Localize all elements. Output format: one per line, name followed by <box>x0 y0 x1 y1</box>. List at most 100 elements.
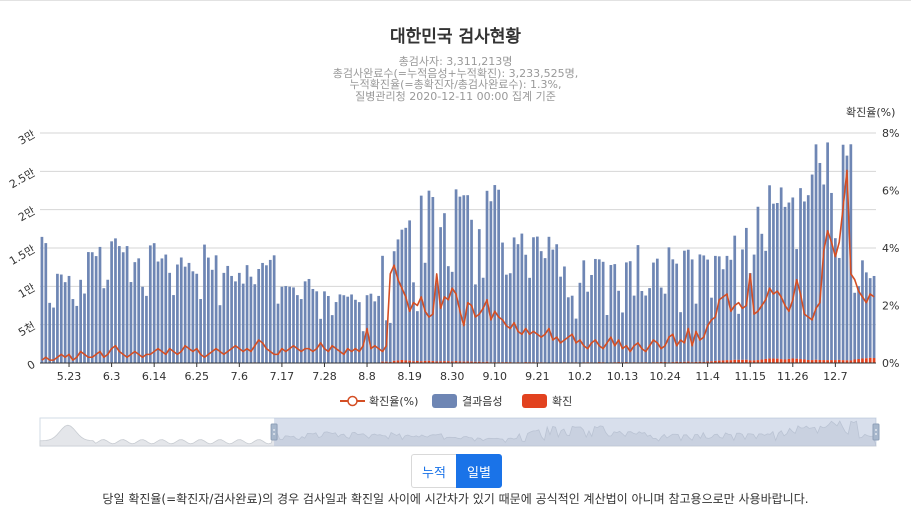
negative-bar[interactable] <box>779 187 783 360</box>
negative-bar[interactable] <box>226 265 230 363</box>
confirmed-bar[interactable] <box>439 361 442 363</box>
negative-bar[interactable] <box>501 242 504 363</box>
negative-bar[interactable] <box>826 142 829 361</box>
negative-bar[interactable] <box>760 233 764 360</box>
negative-bar[interactable] <box>106 279 110 363</box>
confirmed-bar[interactable] <box>775 358 779 363</box>
zoom-selection[interactable] <box>274 418 877 446</box>
confirmed-bar[interactable] <box>841 360 845 363</box>
confirmed-bar[interactable] <box>737 359 740 363</box>
confirmed-bar[interactable] <box>837 359 841 363</box>
negative-bar[interactable] <box>559 276 562 363</box>
confirmed-bar[interactable] <box>818 360 822 363</box>
negative-bar[interactable] <box>94 256 98 363</box>
confirmed-bar[interactable] <box>385 361 388 363</box>
negative-bar[interactable] <box>601 261 605 363</box>
negative-bar[interactable] <box>125 246 129 363</box>
negative-bar[interactable] <box>187 262 191 363</box>
negative-bar[interactable] <box>79 279 82 363</box>
confirmed-bar[interactable] <box>435 361 439 363</box>
negative-bar[interactable] <box>783 206 787 360</box>
confirmed-bar[interactable] <box>845 360 849 363</box>
negative-bar[interactable] <box>702 255 706 363</box>
confirmed-bar[interactable] <box>834 360 837 363</box>
negative-bar[interactable] <box>121 252 125 363</box>
negative-bar[interactable] <box>864 272 868 359</box>
negative-bar[interactable] <box>416 311 419 362</box>
negative-bar[interactable] <box>570 295 574 363</box>
negative-bar[interactable] <box>551 249 555 363</box>
confirmed-bar[interactable] <box>698 361 702 363</box>
negative-bar[interactable] <box>543 258 547 363</box>
negative-bar[interactable] <box>547 236 551 363</box>
rate-line[interactable] <box>41 169 875 361</box>
confirmed-bar[interactable] <box>443 361 446 363</box>
confirmed-bar[interactable] <box>416 361 419 363</box>
negative-bar[interactable] <box>853 292 857 360</box>
confirmed-bar[interactable] <box>381 361 384 363</box>
negative-bar[interactable] <box>532 237 535 363</box>
negative-bar[interactable] <box>799 188 802 360</box>
negative-bar[interactable] <box>207 257 210 363</box>
negative-bar[interactable] <box>152 243 156 363</box>
negative-bar[interactable] <box>655 258 659 363</box>
confirmed-bar[interactable] <box>396 360 400 363</box>
confirmed-bar[interactable] <box>725 360 729 363</box>
confirmed-bar[interactable] <box>446 361 450 363</box>
negative-bar[interactable] <box>71 299 75 363</box>
negative-bar[interactable] <box>764 250 768 359</box>
negative-bar[interactable] <box>404 227 408 361</box>
negative-bar[interactable] <box>756 206 760 361</box>
negative-bar[interactable] <box>90 252 94 363</box>
negative-bar[interactable] <box>586 291 590 363</box>
negative-bar[interactable] <box>148 245 152 363</box>
negative-bar[interactable] <box>868 278 872 358</box>
negative-bar[interactable] <box>299 299 303 363</box>
negative-bar[interactable] <box>450 271 454 362</box>
negative-bar[interactable] <box>443 213 446 362</box>
confirmed-bar[interactable] <box>714 360 717 363</box>
confirmed-bar[interactable] <box>474 361 477 363</box>
negative-bar[interactable] <box>145 295 148 363</box>
negative-bar[interactable] <box>330 315 334 363</box>
negative-bar[interactable] <box>191 271 195 363</box>
negative-bar[interactable] <box>234 281 237 363</box>
negative-bar[interactable] <box>477 229 481 362</box>
negative-bar[interactable] <box>539 251 543 363</box>
confirmed-bar[interactable] <box>419 361 423 363</box>
negative-bar[interactable] <box>222 272 226 363</box>
confirmed-bar[interactable] <box>830 360 833 363</box>
confirmed-bar[interactable] <box>423 360 427 363</box>
negative-bar[interactable] <box>775 202 779 359</box>
negative-bar[interactable] <box>396 239 400 361</box>
negative-bar[interactable] <box>744 227 748 360</box>
negative-bar[interactable] <box>535 236 539 363</box>
negative-bar[interactable] <box>822 184 826 361</box>
confirmed-bar[interactable] <box>760 359 764 363</box>
negative-bar[interactable] <box>849 144 853 361</box>
negative-bar[interactable] <box>524 254 528 363</box>
negative-bar[interactable] <box>326 295 330 363</box>
confirmed-bar[interactable] <box>683 361 686 363</box>
negative-bar[interactable] <box>683 250 686 362</box>
negative-bar[interactable] <box>698 254 702 362</box>
negative-bar[interactable] <box>280 286 284 363</box>
negative-bar[interactable] <box>114 238 117 363</box>
confirmed-bar[interactable] <box>427 360 431 363</box>
confirmed-bar[interactable] <box>733 359 737 363</box>
confirmed-bar[interactable] <box>400 360 404 363</box>
negative-bar[interactable] <box>772 203 775 359</box>
confirmed-bar[interactable] <box>853 359 857 363</box>
confirmed-bar[interactable] <box>412 361 415 363</box>
confirmed-bar[interactable] <box>458 361 462 363</box>
negative-bar[interactable] <box>725 255 729 361</box>
negative-bar[interactable] <box>48 302 52 363</box>
negative-bar[interactable] <box>787 202 791 359</box>
negative-bar[interactable] <box>303 281 307 363</box>
negative-bar[interactable] <box>272 255 276 363</box>
negative-bar[interactable] <box>706 259 709 362</box>
negative-bar[interactable] <box>59 274 63 363</box>
negative-bar[interactable] <box>636 245 640 363</box>
negative-bar[interactable] <box>594 258 597 363</box>
confirmed-bar[interactable] <box>799 359 802 363</box>
